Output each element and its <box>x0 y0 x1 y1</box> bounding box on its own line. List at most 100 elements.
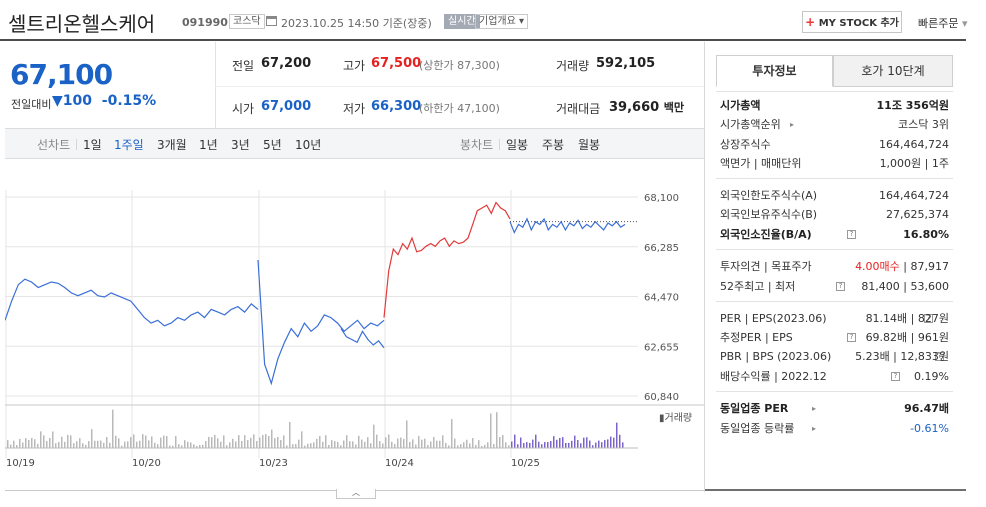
open-value: 67,000 <box>261 99 312 114</box>
chevron-up-icon: ︿ <box>352 488 360 497</box>
help-icon[interactable]: ? <box>847 333 856 342</box>
volume-bar <box>397 438 399 448</box>
info-value: 164,464,724 <box>879 138 949 151</box>
tab-1-year[interactable]: 1년 <box>199 138 218 152</box>
tab-order-book[interactable]: 호가 10단계 <box>833 55 953 87</box>
help-icon[interactable]: ? <box>935 352 944 361</box>
plus-icon: + <box>805 15 816 29</box>
info-label: 추정PER | EPS <box>720 331 793 344</box>
info-row: 추정PER | EPS? 69.82배 | 961원 <box>720 330 949 346</box>
volume-bar <box>58 442 60 448</box>
change-value: 100 <box>62 93 93 109</box>
volume-bar <box>166 436 168 448</box>
info-value: 16.80% <box>903 228 949 241</box>
help-icon[interactable]: ? <box>847 230 856 239</box>
info-value: 81.14배 | 827원 <box>865 312 949 325</box>
open-label: 시가 <box>232 102 255 116</box>
volume-bar <box>427 444 429 448</box>
volume-bar <box>109 442 111 448</box>
volume-bar <box>22 442 24 448</box>
volume-bar <box>301 431 303 448</box>
info-label: 외국인소진율(B/A) <box>720 228 812 241</box>
volume-bar <box>346 435 348 448</box>
volume-bar <box>55 443 57 448</box>
info-row: 외국인한도주식수(A) 164,464,724 <box>720 188 949 204</box>
tab-daily[interactable]: 일봉 <box>506 138 529 152</box>
info-value: 코스닥 3위 <box>898 118 949 131</box>
tab-weekly[interactable]: 주봉 <box>542 138 565 152</box>
volume-bar <box>472 438 474 448</box>
volume-bar <box>319 436 321 448</box>
expand-arrow-icon[interactable]: ▸ <box>790 120 795 129</box>
volume-bar <box>13 440 15 448</box>
tab-monthly[interactable]: 월봉 <box>578 138 601 152</box>
quick-order-button[interactable]: 빠른주문 ▾ <box>918 15 968 31</box>
volume-bar <box>106 437 108 448</box>
info-row: 외국인보유주식수(B) 27,625,374 <box>720 207 949 223</box>
volume-bar <box>580 443 582 448</box>
price-line <box>509 217 626 235</box>
volume-bar <box>562 437 564 448</box>
divider <box>716 91 953 92</box>
volume-bar <box>148 440 150 448</box>
help-icon[interactable]: ? <box>891 372 900 381</box>
info-value: 69.82배 | 961원 <box>865 331 949 344</box>
volume-bar <box>349 441 351 448</box>
help-icon[interactable]: ? <box>924 314 933 323</box>
volume-bar <box>205 441 207 448</box>
x-tick-label: 10/19 <box>6 458 35 469</box>
expand-arrow-icon[interactable]: ▸ <box>812 404 817 413</box>
volume-bar <box>235 441 237 448</box>
tab-1-day[interactable]: 1일 <box>83 138 102 152</box>
volume-bar <box>196 445 198 448</box>
help-icon[interactable]: ? <box>836 282 845 291</box>
volume-bar <box>433 436 435 448</box>
low-value: 66,300 <box>371 99 422 114</box>
tab-3-months[interactable]: 3개월 <box>157 138 187 152</box>
tab-label: 호가 10단계 <box>861 64 925 78</box>
expand-chart-button[interactable]: ︿ <box>336 489 376 499</box>
volume-bar <box>253 434 255 448</box>
volume-bar <box>19 438 21 448</box>
volume-bar <box>241 440 243 448</box>
tab-10-years[interactable]: 10년 <box>295 138 322 152</box>
volume-bar <box>460 444 462 448</box>
divider <box>215 86 705 87</box>
volume-bar <box>343 440 345 448</box>
volume-bar <box>208 436 210 448</box>
volume-bar <box>415 444 417 448</box>
expand-arrow-icon[interactable]: ▸ <box>812 424 817 433</box>
volume-bar <box>184 440 186 448</box>
tab-invest-info[interactable]: 투자정보 <box>716 55 833 87</box>
live-badge[interactable]: 실시간 <box>444 14 480 29</box>
volume-bar <box>373 424 375 448</box>
volume-bar <box>28 440 30 448</box>
info-row: 시가총액 11조 356억원 <box>720 98 949 114</box>
add-mystock-button[interactable]: + MY STOCK 추가 <box>802 11 902 33</box>
volume-bar <box>160 437 162 448</box>
volume-bar <box>598 440 600 448</box>
x-tick-label: 10/24 <box>385 458 414 469</box>
info-row: 투자의견 | 목표주가 4.00매수 | 87,917 <box>720 259 949 275</box>
quick-order-label: 빠른주문 <box>918 17 959 30</box>
info-label: 동일업종 PER <box>720 402 789 415</box>
tab-3-years[interactable]: 3년 <box>231 138 250 152</box>
info-label: 52주최고 | 최저 <box>720 280 796 293</box>
volume-bar <box>511 441 513 448</box>
volume-bar <box>589 440 591 448</box>
volume-bar <box>52 431 54 448</box>
volume-bar <box>286 445 288 448</box>
divider <box>76 139 77 150</box>
volume-bar <box>157 444 159 448</box>
volume-bar <box>490 413 492 448</box>
info-value: 81,400 | 53,600 <box>861 280 949 293</box>
tab-5-years[interactable]: 5년 <box>263 138 282 152</box>
change-percent: -0.15% <box>101 93 157 109</box>
volume-bar <box>76 441 78 448</box>
tab-1-week[interactable]: 1주일 <box>114 138 144 152</box>
info-value: 11조 356억원 <box>876 99 949 112</box>
volume-bar <box>61 436 63 448</box>
info-row: 상장주식수 164,464,724 <box>720 137 949 153</box>
volume-bar <box>355 444 357 448</box>
corp-info-dropdown[interactable]: 기업개요 ▾ <box>475 14 529 29</box>
